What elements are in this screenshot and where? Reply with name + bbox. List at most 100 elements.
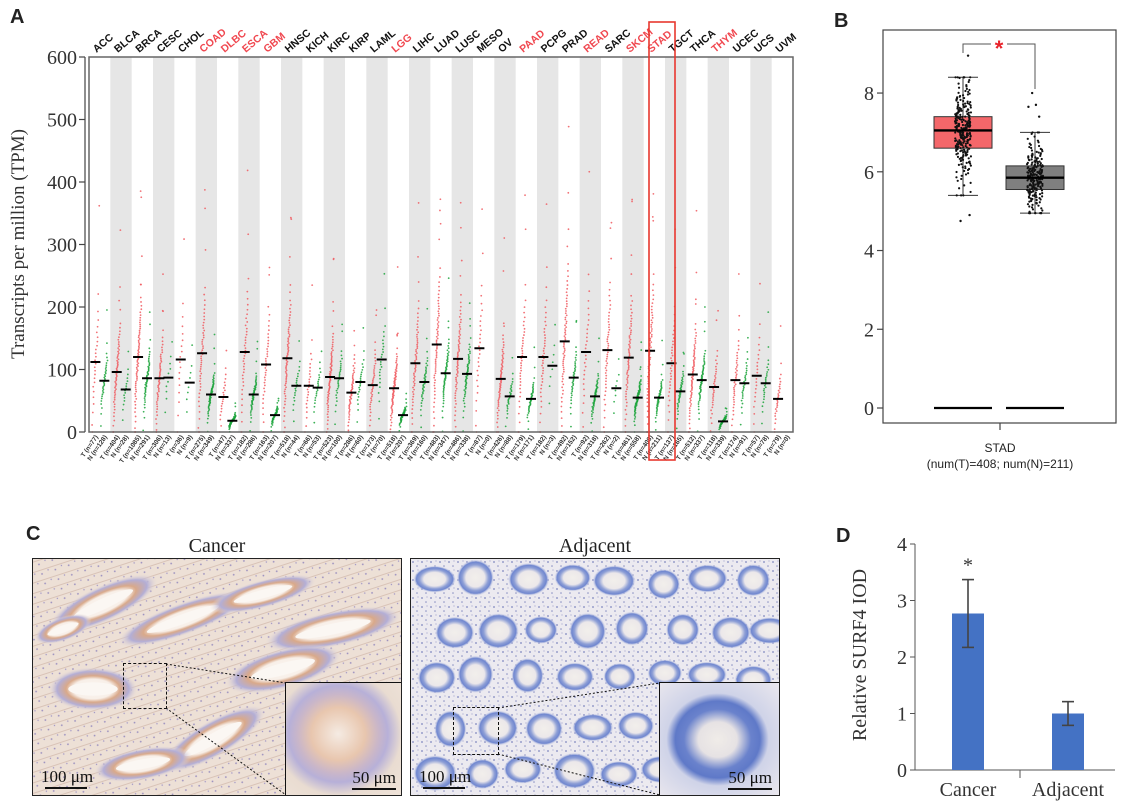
data-point bbox=[703, 362, 706, 364]
data-point bbox=[605, 380, 607, 383]
data-point bbox=[697, 403, 700, 405]
data-point bbox=[462, 399, 465, 402]
data-point bbox=[199, 380, 201, 383]
data-point bbox=[571, 390, 574, 393]
data-point bbox=[1028, 142, 1031, 145]
data-point bbox=[244, 347, 247, 350]
data-point bbox=[373, 364, 376, 367]
data-point bbox=[286, 355, 288, 358]
data-point bbox=[359, 375, 362, 378]
data-point bbox=[959, 147, 962, 150]
data-point bbox=[353, 367, 356, 370]
y-tick-label: 6 bbox=[864, 162, 874, 184]
data-point bbox=[634, 416, 637, 418]
data-point bbox=[439, 222, 442, 225]
data-point bbox=[286, 345, 289, 348]
data-point bbox=[767, 368, 770, 371]
data-point bbox=[416, 341, 419, 344]
data-point bbox=[250, 414, 252, 416]
data-point bbox=[456, 371, 459, 374]
data-point bbox=[690, 391, 693, 394]
data-point bbox=[433, 374, 436, 377]
data-point bbox=[715, 319, 718, 322]
data-point bbox=[201, 338, 204, 341]
data-point bbox=[436, 337, 439, 340]
data-point bbox=[713, 380, 716, 383]
data-point bbox=[607, 331, 610, 334]
data-point bbox=[602, 426, 605, 429]
data-point bbox=[548, 402, 551, 405]
data-point bbox=[119, 286, 121, 288]
data-point bbox=[543, 342, 546, 345]
data-point bbox=[628, 352, 631, 355]
data-point bbox=[605, 386, 607, 389]
data-point bbox=[416, 345, 419, 348]
data-point bbox=[289, 311, 292, 313]
data-point bbox=[669, 372, 672, 375]
data-point bbox=[963, 96, 966, 100]
data-point bbox=[369, 403, 372, 406]
data-point bbox=[437, 312, 440, 315]
data-point bbox=[963, 150, 966, 153]
data-point bbox=[660, 382, 663, 385]
data-point bbox=[655, 412, 658, 415]
data-point bbox=[469, 352, 471, 355]
data-point bbox=[962, 153, 965, 157]
data-point bbox=[331, 345, 334, 348]
data-point bbox=[126, 377, 129, 380]
data-point bbox=[243, 362, 246, 365]
data-point bbox=[390, 416, 393, 419]
data-point bbox=[93, 377, 96, 380]
data-point bbox=[143, 397, 146, 399]
data-point bbox=[651, 311, 653, 314]
data-point bbox=[567, 275, 569, 278]
data-point bbox=[650, 323, 653, 326]
data-point bbox=[369, 419, 372, 421]
data-point bbox=[369, 414, 372, 417]
data-point bbox=[1035, 189, 1038, 192]
data-point bbox=[774, 422, 777, 425]
data-point bbox=[104, 368, 107, 370]
data-point bbox=[627, 366, 630, 369]
x-axis-sublabel: (num(T)=408; num(N)=211) bbox=[927, 457, 1074, 471]
data-point bbox=[511, 372, 514, 375]
data-point bbox=[379, 381, 381, 384]
scatter-column-cesc-t bbox=[155, 273, 164, 433]
data-point bbox=[284, 370, 287, 373]
data-point bbox=[652, 294, 655, 297]
data-point bbox=[161, 351, 164, 354]
data-point bbox=[713, 378, 716, 381]
data-point bbox=[574, 366, 577, 368]
data-point bbox=[590, 415, 593, 418]
data-point bbox=[331, 343, 334, 346]
data-point bbox=[263, 390, 266, 393]
data-point bbox=[746, 351, 749, 353]
data-point bbox=[562, 373, 564, 375]
data-point bbox=[732, 398, 735, 401]
data-point bbox=[284, 397, 287, 400]
data-point bbox=[463, 395, 466, 398]
data-point bbox=[606, 362, 609, 365]
data-point bbox=[627, 358, 630, 361]
data-point bbox=[243, 344, 246, 347]
data-point bbox=[223, 387, 225, 389]
data-point bbox=[746, 365, 748, 367]
data-point bbox=[511, 356, 514, 359]
data-point bbox=[414, 366, 417, 368]
data-point bbox=[220, 407, 223, 410]
data-point bbox=[725, 407, 728, 410]
scatter-column-kirc-n bbox=[334, 323, 344, 426]
data-point bbox=[957, 82, 960, 85]
gland-lumen bbox=[47, 622, 79, 636]
outlier-point bbox=[1027, 105, 1030, 109]
data-point bbox=[710, 416, 712, 419]
data-point bbox=[522, 324, 525, 327]
data-point bbox=[118, 349, 120, 351]
data-point bbox=[289, 307, 291, 310]
data-point bbox=[633, 420, 636, 423]
data-point bbox=[560, 405, 563, 408]
data-point bbox=[617, 373, 620, 376]
data-point bbox=[1033, 135, 1036, 138]
data-point bbox=[614, 394, 617, 397]
data-point bbox=[629, 346, 631, 349]
